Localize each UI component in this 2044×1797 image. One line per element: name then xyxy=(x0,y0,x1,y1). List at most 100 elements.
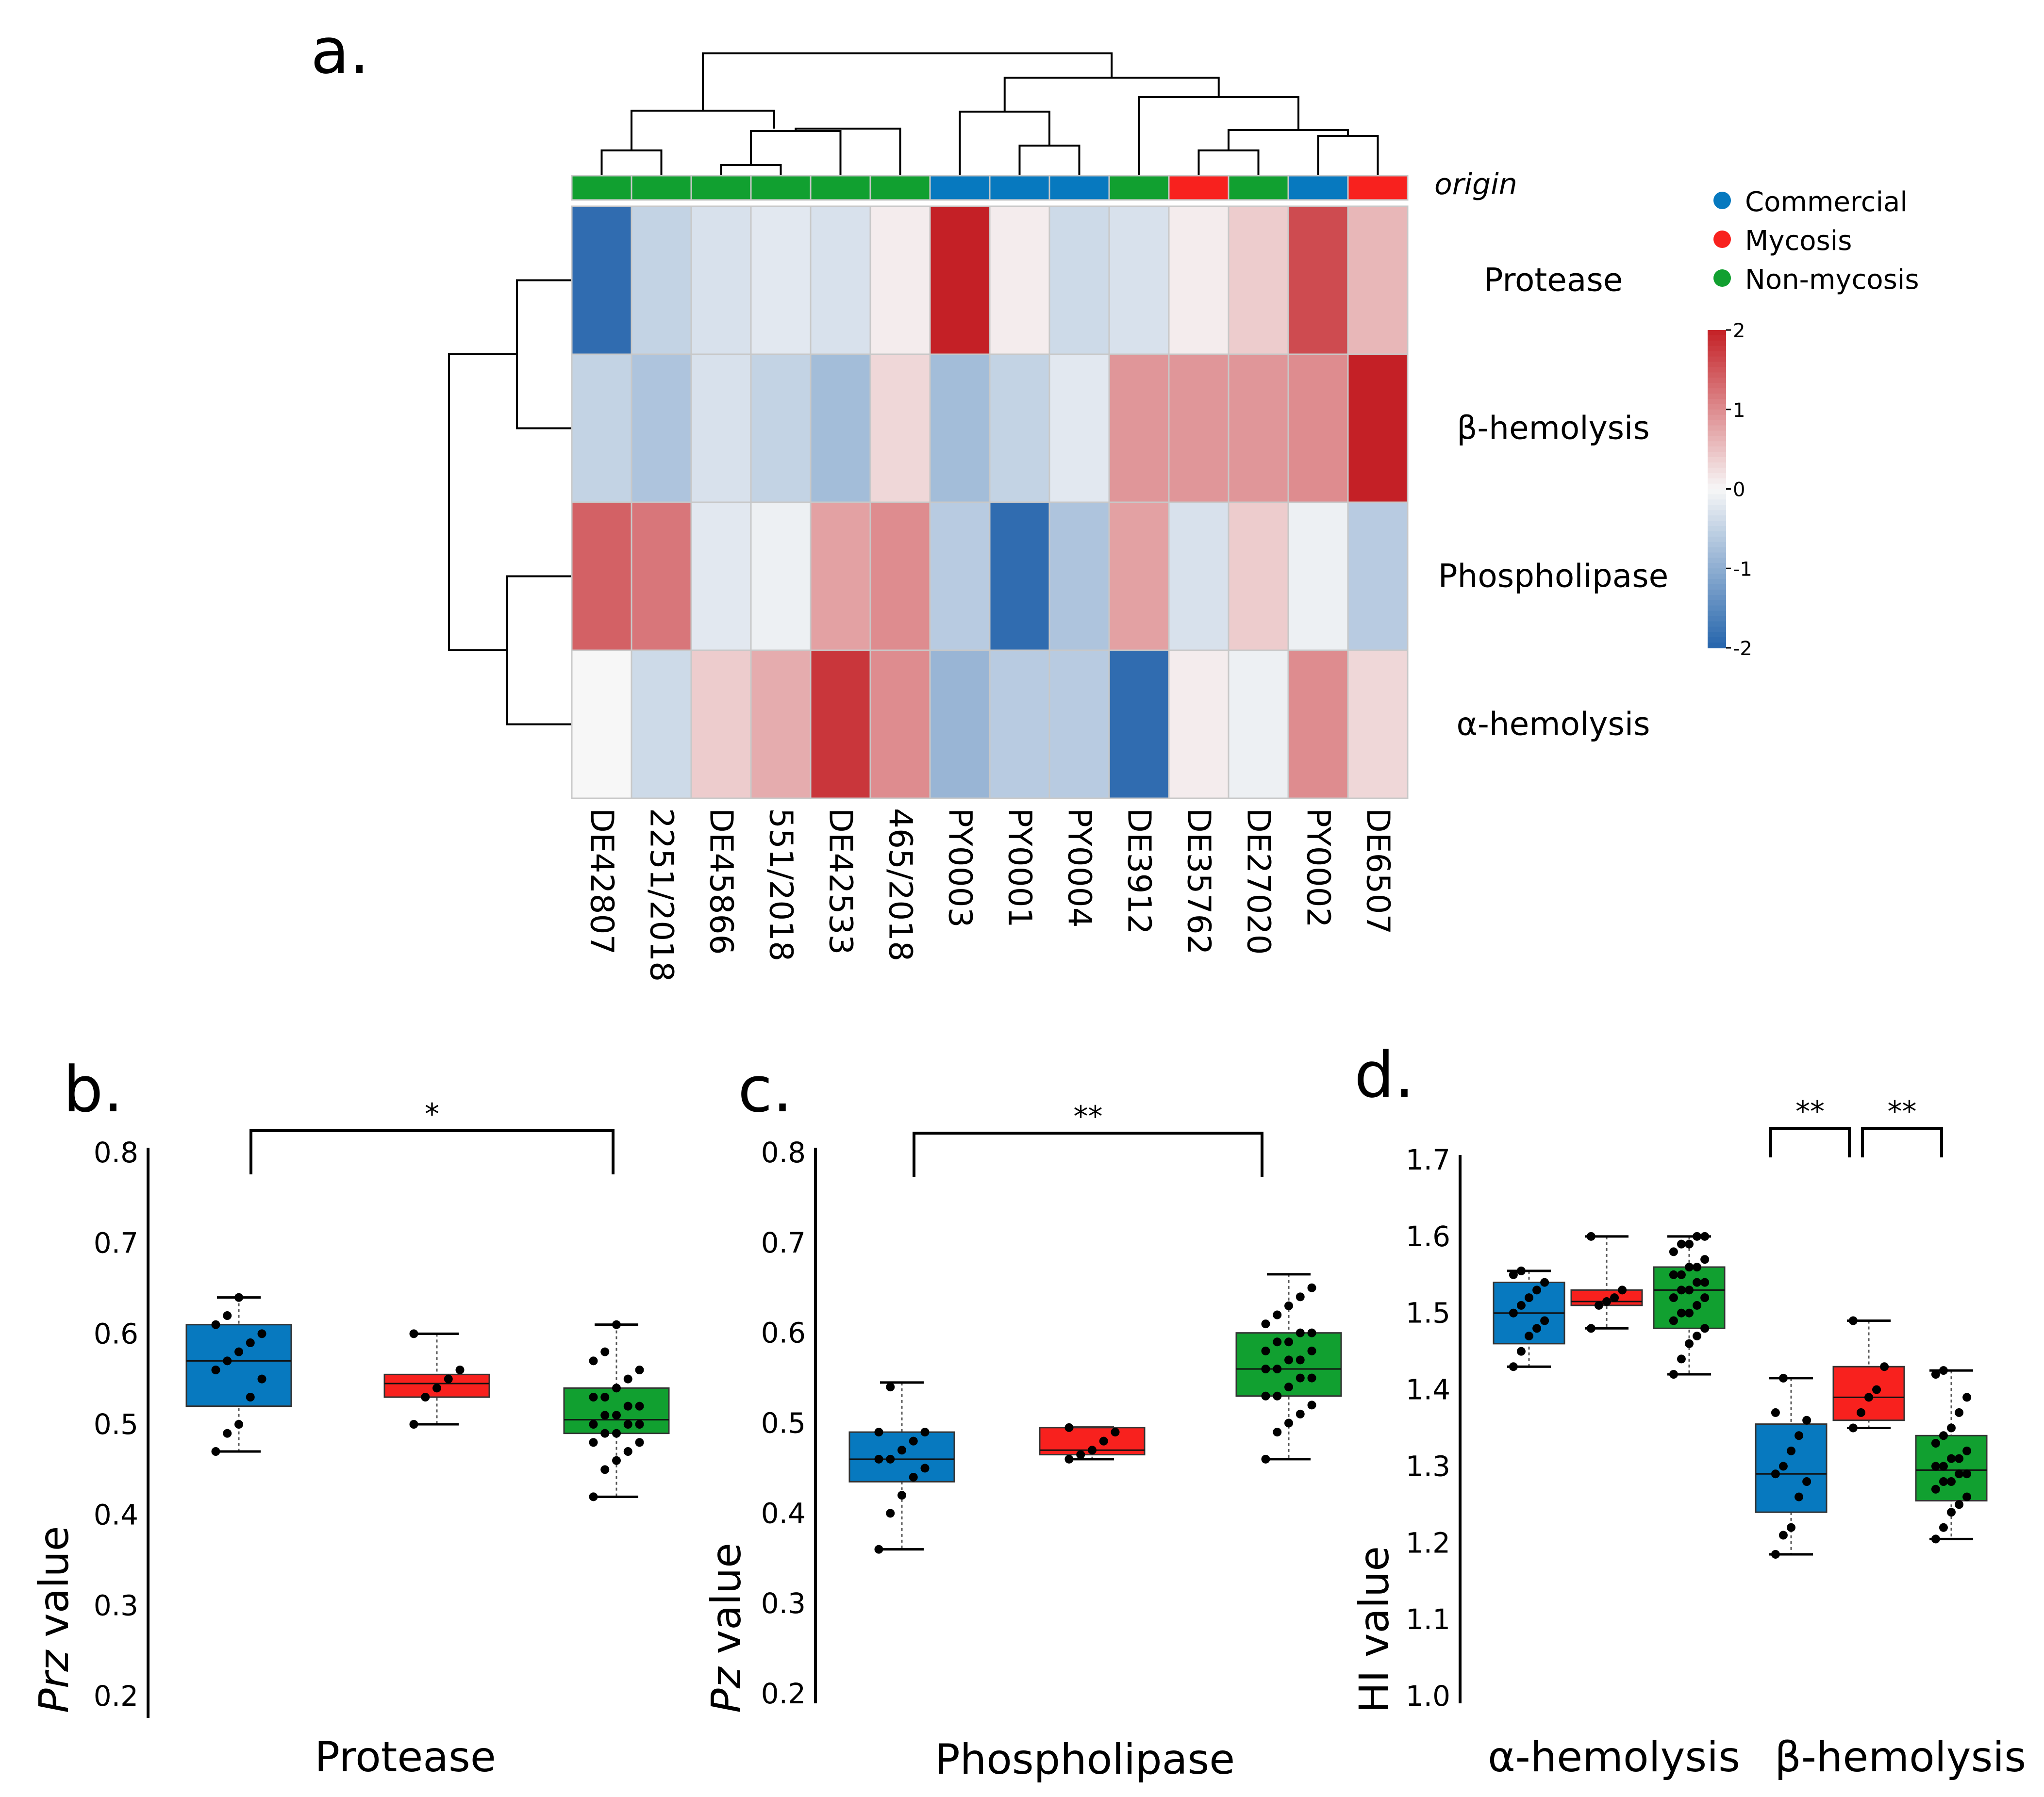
data-point xyxy=(1284,1337,1293,1347)
origin-cell xyxy=(810,175,871,201)
data-point xyxy=(409,1420,418,1429)
heatmap-cell xyxy=(690,205,752,355)
y-tick-label: 1.4 xyxy=(1406,1373,1450,1406)
data-point xyxy=(1307,1328,1316,1337)
colorbar-segment xyxy=(1708,605,1726,611)
data-point xyxy=(600,1465,610,1474)
data-point xyxy=(1540,1278,1549,1287)
colorbar-segment xyxy=(1708,430,1726,437)
heatmap-cell xyxy=(631,649,692,799)
heatmap-cell xyxy=(1347,501,1409,651)
colorbar-segment xyxy=(1708,372,1726,379)
colorbar-segment xyxy=(1708,505,1726,511)
dendrogram-branch xyxy=(516,279,572,429)
heatmap-cell xyxy=(869,649,931,799)
heatmap-row-label: α-hemolysis xyxy=(1457,706,1650,743)
data-point xyxy=(1669,1316,1678,1325)
colorbar-tick-label: -1 xyxy=(1733,558,1752,580)
origin-cell xyxy=(989,175,1050,201)
origin-annotation-bar xyxy=(571,175,1409,201)
heatmap-cell xyxy=(1287,501,1349,651)
significance-bracket xyxy=(1769,1127,1851,1157)
colorbar-segment xyxy=(1708,632,1726,638)
heatmap-column-label: DE6507 xyxy=(1360,808,1397,935)
data-point xyxy=(1284,1383,1293,1392)
data-point xyxy=(1700,1232,1710,1241)
heatmap-cells xyxy=(571,205,1409,799)
origin-annotation-title: origin xyxy=(1434,167,1517,201)
heatmap-column-label: 2251/2018 xyxy=(643,808,681,982)
significance-bracket xyxy=(1861,1127,1943,1157)
data-point xyxy=(1509,1362,1518,1371)
heatmap-cell xyxy=(571,205,632,355)
data-point xyxy=(1693,1332,1702,1341)
heatmap-cell xyxy=(929,353,991,503)
colorbar-segment xyxy=(1708,558,1726,564)
heatmap-cell xyxy=(810,353,871,503)
data-point xyxy=(1516,1347,1526,1356)
heatmap-cell xyxy=(1108,205,1170,355)
heatmap-cell xyxy=(869,501,931,651)
box-commercial xyxy=(1755,1423,1828,1513)
heatmap-column-label: DE35762 xyxy=(1180,808,1218,955)
colorbar-segment xyxy=(1708,616,1726,622)
colorbar-segment xyxy=(1708,621,1726,627)
y-axis-label-text: value xyxy=(702,1543,750,1667)
heatmap-cell xyxy=(1228,649,1289,799)
legend-marker xyxy=(1713,269,1731,287)
data-point xyxy=(886,1509,895,1518)
y-tick-label: 0.8 xyxy=(94,1136,138,1169)
colorbar-segment xyxy=(1708,340,1726,346)
data-point xyxy=(1848,1316,1858,1325)
colorbar-segment xyxy=(1708,574,1726,580)
data-point xyxy=(1273,1428,1282,1437)
colorbar-segment xyxy=(1708,404,1726,410)
data-point xyxy=(1939,1431,1948,1440)
data-point xyxy=(1540,1316,1549,1325)
data-point xyxy=(1525,1332,1533,1341)
data-point xyxy=(1962,1469,1972,1479)
dendrogram-branch xyxy=(600,149,663,176)
colorbar-segment xyxy=(1708,351,1726,357)
colorbar-segment xyxy=(1708,335,1726,341)
boxplot-panel-c: 0.2 0.3 0.4 0.5 0.6 0.7 0.8 Pz value ** Phospholi… xyxy=(702,1100,1342,1784)
box-non-mycosis xyxy=(1915,1434,1988,1501)
data-point xyxy=(1296,1292,1305,1302)
data-point xyxy=(1602,1297,1611,1306)
dendrogram-branch xyxy=(750,130,842,176)
data-point xyxy=(1939,1366,1948,1375)
data-point xyxy=(623,1447,632,1456)
heatmap-cell xyxy=(1168,501,1230,651)
data-point xyxy=(1261,1454,1270,1464)
data-point xyxy=(1088,1446,1097,1455)
y-tick-label: 1.0 xyxy=(1406,1680,1450,1713)
data-point xyxy=(1931,1439,1940,1448)
significance-label: * xyxy=(425,1097,439,1131)
row-dendrogram xyxy=(448,279,572,725)
heatmap-cell xyxy=(1108,501,1170,651)
heatmap-cell xyxy=(810,649,871,799)
colorbar-segment xyxy=(1708,499,1726,506)
colorbar-segment xyxy=(1708,388,1726,394)
heatmap-cell xyxy=(1287,205,1349,355)
data-point xyxy=(1864,1393,1873,1402)
data-point xyxy=(1261,1365,1270,1373)
colorbar-tick-label: 0 xyxy=(1733,479,1745,501)
data-point xyxy=(589,1393,598,1401)
y-tick-label: 0.6 xyxy=(94,1317,138,1350)
origin-cell xyxy=(1048,175,1110,201)
data-point xyxy=(421,1393,430,1401)
heatmap-column-label: DE3912 xyxy=(1121,808,1158,935)
heatmap-cell xyxy=(989,205,1050,355)
data-point xyxy=(1962,1446,1972,1455)
colorbar-segment xyxy=(1708,589,1726,595)
data-point xyxy=(1296,1355,1305,1365)
heatmap-column-label: DE42807 xyxy=(583,808,621,955)
data-point xyxy=(1677,1354,1686,1364)
y-tick-label: 0.7 xyxy=(761,1226,806,1259)
data-point xyxy=(1307,1401,1316,1410)
origin-cell xyxy=(1287,175,1349,201)
data-point xyxy=(635,1438,644,1447)
y-tick-label: 1.3 xyxy=(1406,1450,1450,1483)
data-point xyxy=(1700,1324,1710,1333)
